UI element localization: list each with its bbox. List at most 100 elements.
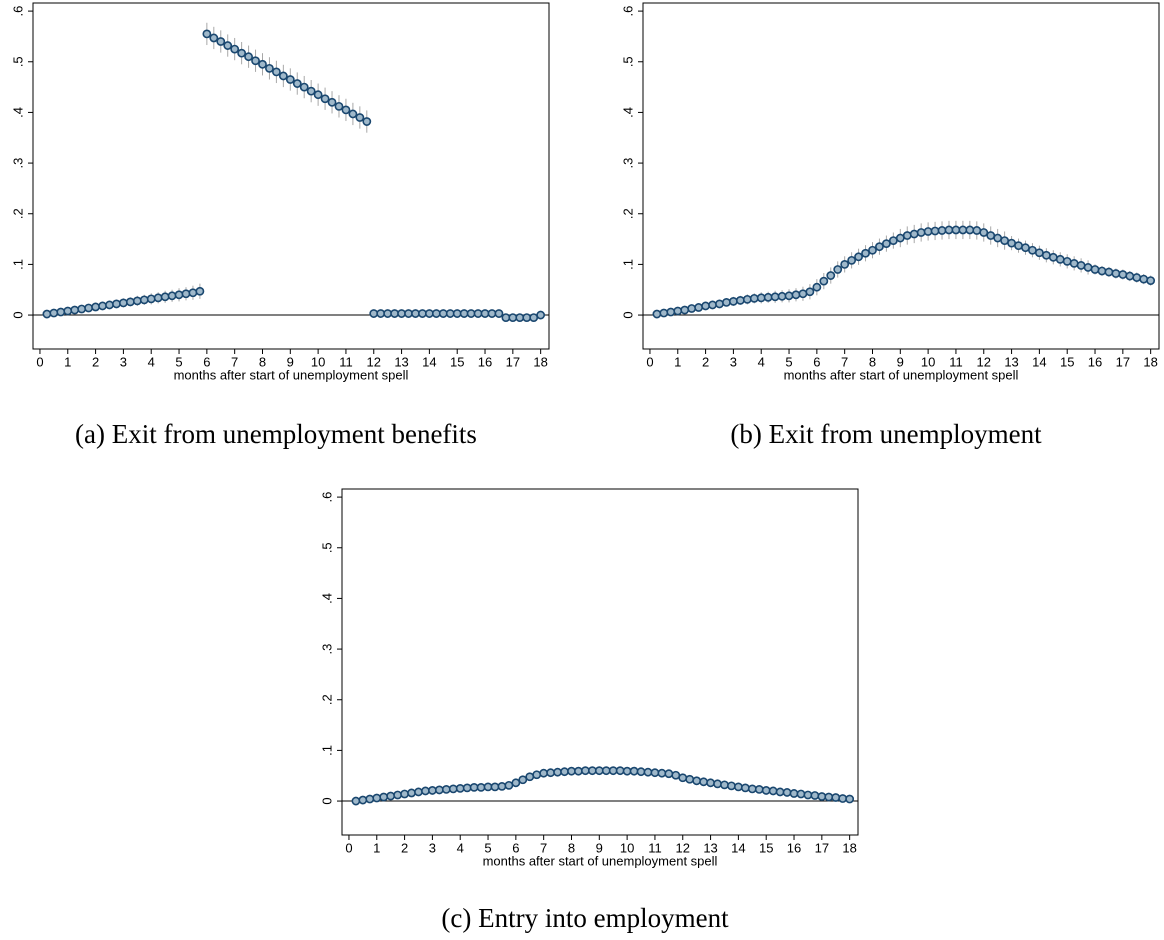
x-tick-label: 12	[977, 354, 991, 369]
marker	[397, 309, 406, 318]
marker	[1111, 269, 1121, 278]
marker	[355, 113, 365, 122]
x-tick-label: 17	[506, 354, 520, 369]
marker	[77, 304, 87, 314]
marker	[722, 297, 731, 307]
marker	[692, 776, 702, 786]
y-tick-label: .3	[620, 158, 635, 169]
marker	[508, 313, 518, 322]
x-tick-label: 1	[64, 354, 71, 369]
y-tick-label: .2	[319, 694, 334, 705]
marker	[749, 293, 759, 303]
marker	[993, 233, 1003, 243]
marker	[244, 52, 253, 62]
marker	[754, 785, 764, 794]
x-tick-label: 0	[36, 354, 43, 369]
marker	[687, 304, 697, 313]
x-tick-label: 16	[787, 840, 801, 855]
marker	[706, 778, 715, 788]
marker	[1097, 266, 1107, 276]
x-tick-label: 0	[646, 354, 653, 369]
marker	[431, 309, 441, 318]
marker	[299, 82, 309, 92]
marker	[459, 309, 469, 318]
marker	[650, 768, 660, 778]
marker	[1007, 238, 1016, 248]
marker	[376, 309, 386, 318]
plot-frame	[32, 2, 550, 350]
marker	[63, 306, 73, 316]
x-tick-label: 9	[287, 354, 294, 369]
x-tick-label: 6	[512, 840, 519, 855]
marker	[594, 766, 604, 776]
marker	[237, 48, 247, 58]
marker	[775, 787, 785, 797]
x-tick-label: 14	[422, 354, 436, 369]
marker	[174, 290, 184, 300]
marker	[694, 303, 704, 312]
marker	[285, 75, 295, 84]
marker	[441, 785, 451, 794]
marker	[680, 305, 690, 315]
x-tick-label: 13	[1004, 354, 1018, 369]
marker	[455, 783, 465, 793]
marker	[494, 309, 504, 318]
y-tick-label: .3	[319, 644, 334, 655]
marker	[434, 785, 444, 795]
marker	[546, 768, 556, 778]
marker	[421, 786, 430, 796]
marker	[91, 302, 100, 312]
marker	[1125, 271, 1135, 281]
marker	[1028, 245, 1037, 255]
x-tick-label: 4	[148, 354, 155, 369]
panel: 0.1.2.3.4.5.60 1 2 3 4 5 6 7 8 9 10 11 12 13 14 15 16 17 1…	[10, 2, 550, 382]
x-tick-label: 4	[758, 354, 765, 369]
marker	[539, 768, 549, 778]
marker	[265, 63, 274, 73]
x-tick-label: 7	[231, 354, 238, 369]
x-tick-label: 14	[731, 840, 745, 855]
x-tick-label: 18	[842, 840, 856, 855]
marker	[529, 313, 539, 322]
marker	[223, 41, 233, 50]
marker	[393, 790, 403, 800]
marker	[881, 239, 891, 249]
marker	[1076, 261, 1086, 270]
marker	[230, 44, 240, 54]
marker	[826, 271, 836, 280]
marker	[664, 769, 674, 779]
marker	[428, 786, 437, 795]
marker	[56, 307, 66, 317]
marker	[923, 227, 933, 236]
marker	[251, 56, 260, 66]
marker	[390, 309, 400, 318]
marker	[271, 67, 281, 77]
marker	[411, 309, 420, 318]
x-tick-label: 16	[1088, 354, 1102, 369]
marker	[501, 313, 511, 322]
marker	[587, 766, 597, 776]
marker	[671, 770, 681, 780]
marker	[362, 117, 372, 126]
x-tick-label: 11	[949, 354, 963, 369]
marker	[1146, 276, 1156, 286]
marker	[1139, 274, 1149, 284]
marker	[729, 296, 738, 306]
marker	[195, 286, 205, 296]
panel: 0.1.2.3.4.5.60 1 2 3 4 5 6 7 8 9 10 11 12 13 14 15 16 17 1…	[620, 2, 1160, 382]
x-tick-label: 13	[394, 354, 408, 369]
marker	[386, 791, 396, 801]
y-tick-label: 0	[10, 311, 25, 318]
marker	[574, 766, 583, 776]
y-tick-label: .2	[620, 208, 635, 219]
marker	[636, 767, 646, 777]
marker	[803, 790, 813, 800]
x-tick-label: 2	[702, 354, 709, 369]
y-tick-label: .5	[319, 542, 334, 553]
marker	[125, 297, 135, 307]
marker	[756, 293, 766, 303]
x-tick-label: 1	[373, 840, 380, 855]
marker	[334, 101, 344, 111]
